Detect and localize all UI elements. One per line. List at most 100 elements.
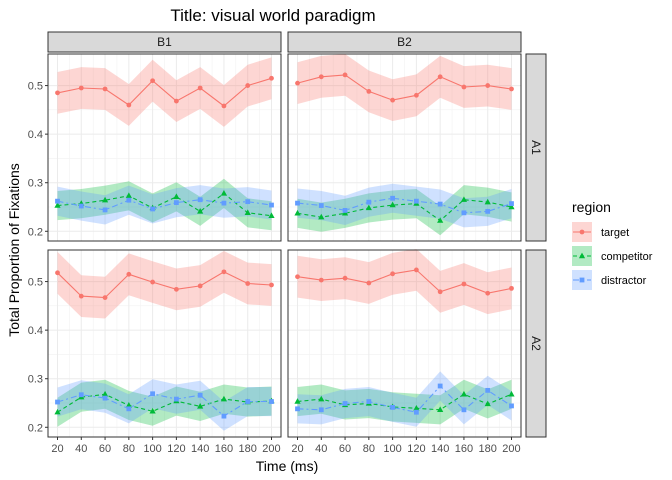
x-tick-label: 180 [479,443,497,455]
data-point-distractor [318,203,324,208]
data-point-competitor [220,395,228,402]
series-line-competitor [57,192,272,217]
y-tick-label: 0.4 [28,129,43,141]
data-point-target [126,102,132,108]
data-point-distractor [485,208,491,214]
data-point-distractor [173,396,179,402]
series-line-target [57,77,272,107]
panel-A2-B2: A2 20 40 60 80 100 120 140 160 180 200 [287,249,547,455]
legend-item-distractor: distractor [572,270,647,290]
data-point-competitor [437,217,444,223]
facet-strip-label-A2: A2 [529,336,543,351]
x-tick-label: 80 [363,443,375,455]
data-point-target [413,92,419,98]
data-point-competitor [389,201,396,208]
data-point-target [78,85,84,91]
data-point-distractor [509,201,514,206]
y-tick-label: 0.5 [28,81,43,93]
data-point-distractor [366,199,372,205]
data-point-competitor [101,196,109,203]
data-point-distractor [221,413,227,419]
y-tick-label: 0.2 [28,226,43,238]
data-point-distractor [150,206,156,212]
data-point-competitor [54,408,61,415]
data-point-distractor [437,383,443,389]
data-point-distractor [366,399,372,404]
data-point-competitor [197,403,204,409]
confidence-band-distractor [57,379,272,431]
data-point-competitor [294,209,301,216]
confidence-band-distractor [297,183,512,228]
x-tick-label: 60 [99,443,111,455]
x-tick-label: 160 [455,443,473,455]
series-line-distractor [297,385,512,413]
y-axis-title: Total Proportion of Fixations [6,163,22,337]
legend-marker-competitor [578,252,586,259]
y-tick-label: 0.3 [28,178,43,190]
data-point-distractor [342,208,348,213]
data-point-target [55,270,60,276]
legend-label-competitor: competitor [601,251,653,263]
data-point-competitor [101,390,109,397]
legend: region target competitor distractor [572,199,653,290]
data-point-competitor [460,196,468,202]
panel-border [287,53,522,242]
x-tick-label: 200 [262,443,280,455]
facet-strip-right [525,53,547,242]
chart-title: Title: visual world paradigm [170,6,375,25]
data-point-target [102,295,108,300]
panel-A2-B1: 0.2 0.3 0.4 0.5 20 40 60 80 100 120 140 160 180 200 [28,249,282,455]
data-point-competitor [54,202,61,208]
data-point-target [245,83,251,88]
legend-title: region [572,199,611,215]
data-point-distractor [390,404,396,410]
data-point-competitor [149,407,156,414]
x-tick-label: 140 [191,443,209,455]
data-point-competitor [294,398,301,404]
data-point-target [197,85,203,91]
data-point-target [150,78,156,84]
data-point-distractor [197,392,203,398]
panel-A1-B2: B2 A1 [287,31,547,242]
confidence-band-competitor [297,379,512,425]
data-point-distractor [485,387,491,393]
data-point-target [126,271,132,277]
data-point-distractor [318,407,324,413]
data-point-distractor [245,199,251,205]
data-point-target [342,275,348,281]
data-point-target [269,282,274,288]
series-line-competitor [57,393,272,413]
data-point-target [342,72,348,78]
confidence-band-distractor [57,185,272,225]
data-point-target [150,279,156,285]
data-point-distractor [413,198,419,204]
legend-marker-distractor [579,277,585,283]
data-point-competitor [125,192,132,199]
data-point-target [318,277,324,283]
confidence-band-competitor [297,185,512,236]
x-tick-label: 200 [502,443,520,455]
data-point-distractor [55,399,60,405]
legend-label-distractor: distractor [601,275,647,287]
data-point-competitor [268,212,275,218]
confidence-band-target [297,249,512,315]
data-point-distractor [221,200,227,206]
data-point-competitor [484,198,491,205]
data-point-competitor [244,209,251,216]
data-point-target [366,280,372,286]
data-point-target [173,286,179,292]
x-tick-label: 160 [215,443,233,455]
data-point-target [437,74,443,80]
panel-border [47,249,282,438]
data-point-target [221,103,227,109]
data-point-target [461,84,467,90]
legend-item-target: target [572,222,629,242]
x-tick-label: 80 [123,443,135,455]
series-line-distractor [57,199,272,211]
data-point-target [197,283,203,289]
data-point-competitor [508,390,515,397]
data-point-competitor [197,207,204,214]
data-point-competitor [365,204,372,211]
data-point-target [509,285,514,291]
